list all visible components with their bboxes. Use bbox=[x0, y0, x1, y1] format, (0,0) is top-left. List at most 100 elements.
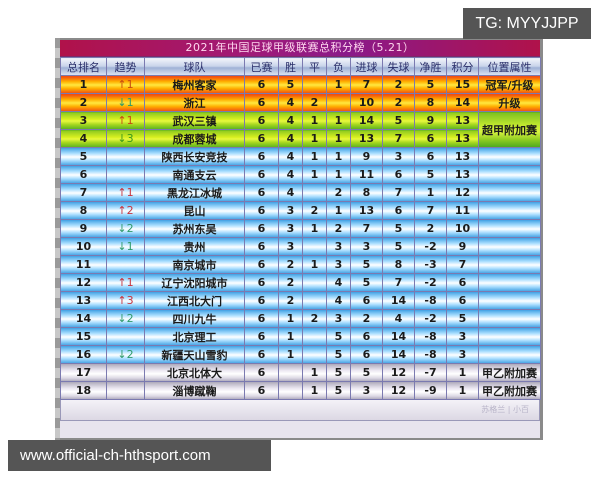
cell-lost: 5 bbox=[326, 363, 351, 382]
table-row: 5 陕西长安竞技 6 4 1 1 9 3 6 13 bbox=[60, 147, 541, 166]
cell-lost: 1 bbox=[326, 111, 351, 130]
cell-lost: 5 bbox=[326, 381, 351, 400]
cell-attr bbox=[478, 219, 541, 238]
cell-gf: 2 bbox=[350, 309, 383, 328]
cell-ga: 8 bbox=[382, 255, 415, 274]
cell-rank: 13 bbox=[60, 291, 107, 310]
cell-team: 北京理工 bbox=[144, 327, 245, 346]
cell-team: 江西北大门 bbox=[144, 291, 245, 310]
cell-pts: 7 bbox=[446, 255, 479, 274]
cell-played: 6 bbox=[244, 111, 279, 130]
cell-team: 武汉三镇 bbox=[144, 111, 245, 130]
cell-won: 1 bbox=[278, 345, 303, 364]
cell-trend: ↓1 bbox=[106, 237, 145, 256]
cell-won: 1 bbox=[278, 309, 303, 328]
cell-gf: 14 bbox=[350, 111, 383, 130]
cell-lost: 1 bbox=[326, 201, 351, 220]
column-header-attr: 位置属性 bbox=[478, 57, 541, 76]
cell-trend: ↓3 bbox=[106, 129, 145, 148]
cell-attr bbox=[478, 237, 541, 256]
cell-gd: 6 bbox=[414, 129, 447, 148]
cell-won: 3 bbox=[278, 201, 303, 220]
cell-rank: 1 bbox=[60, 75, 107, 94]
table-row: 16 ↓2 新疆天山雪豹 6 1 5 6 14 -8 3 bbox=[60, 345, 541, 364]
cell-gd: -2 bbox=[414, 237, 447, 256]
cell-played: 6 bbox=[244, 75, 279, 94]
table-row: 4 ↓3 成都蓉城 6 4 1 1 13 7 6 13 bbox=[60, 129, 541, 148]
cell-played: 6 bbox=[244, 255, 279, 274]
cell-trend bbox=[106, 165, 145, 184]
cell-drawn: 1 bbox=[302, 165, 327, 184]
cell-lost: 5 bbox=[326, 345, 351, 364]
cell-pts: 13 bbox=[446, 147, 479, 166]
cell-drawn bbox=[302, 237, 327, 256]
cell-attr bbox=[478, 291, 541, 310]
cell-attr bbox=[478, 255, 541, 274]
cell-won: 2 bbox=[278, 273, 303, 292]
cell-drawn: 1 bbox=[302, 129, 327, 148]
table-title: 2021年中国足球甲级联赛总积分榜（5.21） bbox=[60, 40, 540, 57]
cell-trend: ↓1 bbox=[106, 93, 145, 112]
column-header-lost: 负 bbox=[326, 57, 351, 76]
cell-drawn: 2 bbox=[302, 309, 327, 328]
cell-ga: 5 bbox=[382, 111, 415, 130]
cell-rank: 18 bbox=[60, 381, 107, 400]
cell-gf: 9 bbox=[350, 147, 383, 166]
cell-won bbox=[278, 363, 303, 382]
cell-rank: 5 bbox=[60, 147, 107, 166]
cell-won: 1 bbox=[278, 327, 303, 346]
cell-ga: 5 bbox=[382, 237, 415, 256]
cell-pts: 1 bbox=[446, 363, 479, 382]
cell-attr: 甲乙附加赛 bbox=[478, 381, 541, 400]
standings-table: 总排名 趋势 球队 已赛胜平负进球 失球 净胜 积分 位置属性 1 ↑1 梅州客家 6 5 1 7 2 5 15… bbox=[60, 57, 541, 400]
cell-drawn: 2 bbox=[302, 93, 327, 112]
cell-won bbox=[278, 381, 303, 400]
cell-trend bbox=[106, 381, 145, 400]
cell-gd: 8 bbox=[414, 93, 447, 112]
cell-played: 6 bbox=[244, 165, 279, 184]
cell-ga: 2 bbox=[382, 93, 415, 112]
table-row: 11 南京城市 6 2 1 3 5 8 -3 7 bbox=[60, 255, 541, 274]
table-footer: 苏格兰 | 小百 bbox=[60, 400, 540, 421]
standings-table-container: 2021年中国足球甲级联赛总积分榜（5.21） 总排名 趋势 球队 已赛胜平负进球 失球… bbox=[60, 40, 541, 438]
cell-team: 黑龙江冰城 bbox=[144, 183, 245, 202]
cell-won: 2 bbox=[278, 291, 303, 310]
cell-won: 4 bbox=[278, 165, 303, 184]
cell-lost: 4 bbox=[326, 273, 351, 292]
cell-attr bbox=[478, 165, 541, 184]
table-row: 8 ↑2 昆山 6 3 2 1 13 6 7 11 bbox=[60, 201, 541, 220]
cell-played: 6 bbox=[244, 327, 279, 346]
cell-rank: 2 bbox=[60, 93, 107, 112]
table-row: 13 ↑3 江西北大门 6 2 4 6 14 -8 6 bbox=[60, 291, 541, 310]
cell-won: 4 bbox=[278, 183, 303, 202]
cell-pts: 13 bbox=[446, 111, 479, 130]
cell-trend bbox=[106, 327, 145, 346]
cell-ga: 7 bbox=[382, 183, 415, 202]
cell-gd: 5 bbox=[414, 165, 447, 184]
header-row: 总排名 趋势 球队 已赛胜平负进球 失球 净胜 积分 位置属性 bbox=[60, 57, 541, 76]
cell-drawn bbox=[302, 273, 327, 292]
cell-gf: 6 bbox=[350, 291, 383, 310]
cell-gf: 5 bbox=[350, 255, 383, 274]
cell-ga: 14 bbox=[382, 345, 415, 364]
cell-won: 5 bbox=[278, 75, 303, 94]
cell-rank: 14 bbox=[60, 309, 107, 328]
cell-rank: 17 bbox=[60, 363, 107, 382]
cell-attr bbox=[478, 147, 541, 166]
cell-gd: -9 bbox=[414, 381, 447, 400]
cell-attr bbox=[478, 345, 541, 364]
table-row: 17 北京北体大 6 1 5 5 12 -7 1 甲乙附加赛 bbox=[60, 363, 541, 382]
column-header-rank: 总排名 bbox=[60, 57, 107, 76]
cell-played: 6 bbox=[244, 291, 279, 310]
cell-gd: 9 bbox=[414, 111, 447, 130]
cell-gd: -2 bbox=[414, 273, 447, 292]
cell-attr: 超甲附加赛 bbox=[478, 111, 541, 148]
cell-ga: 14 bbox=[382, 291, 415, 310]
cell-pts: 3 bbox=[446, 345, 479, 364]
cell-rank: 4 bbox=[60, 129, 107, 148]
cell-ga: 7 bbox=[382, 273, 415, 292]
cell-played: 6 bbox=[244, 237, 279, 256]
cell-attr bbox=[478, 327, 541, 346]
cell-gf: 5 bbox=[350, 273, 383, 292]
cell-played: 6 bbox=[244, 381, 279, 400]
